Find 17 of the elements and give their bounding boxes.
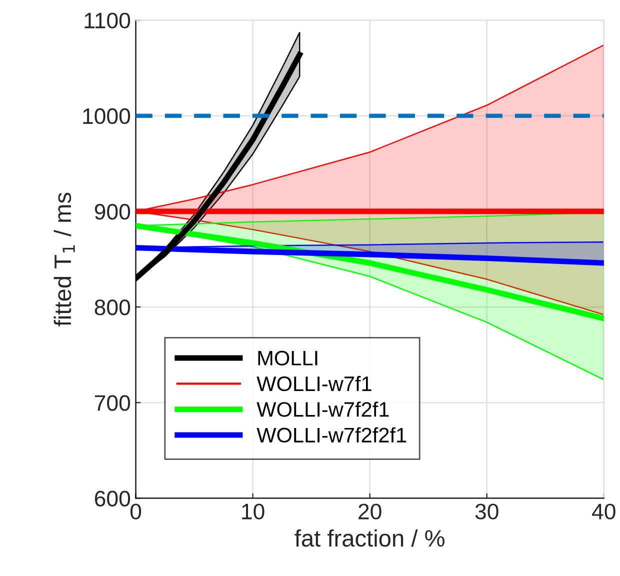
- legend-label: WOLLI-w7f2f2f1: [256, 427, 406, 443]
- legend-label: WOLLI-w7f1: [256, 376, 372, 392]
- y-tick-label: 700: [94, 395, 130, 411]
- y-tick-label: 900: [94, 204, 130, 220]
- y-tick-label: 800: [94, 300, 130, 316]
- legend-label: MOLLI: [258, 350, 318, 366]
- legend-label: WOLLI-w7f2f1: [256, 402, 389, 417]
- y-tick-label: 1000: [83, 108, 130, 124]
- y-tick-label: 1100: [84, 12, 130, 28]
- y-axis-title: fitted T$_{1}$ / ms: [54, 192, 75, 326]
- x-tick-label: 40: [592, 504, 616, 520]
- x-tick-label: 30: [475, 504, 498, 520]
- y-tick-label: 600: [94, 490, 130, 507]
- x-tick-label: 20: [358, 504, 382, 520]
- x-tick-label: 10: [242, 504, 264, 520]
- x-axis-title: fat fraction / %: [294, 529, 444, 547]
- x-tick-label: 0: [130, 504, 142, 520]
